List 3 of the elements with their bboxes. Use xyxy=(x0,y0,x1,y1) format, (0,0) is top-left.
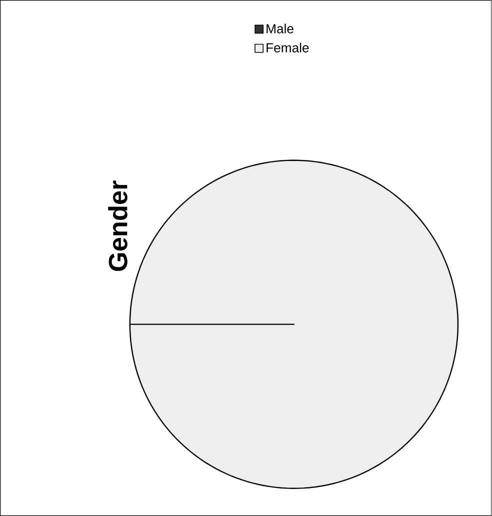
legend-label: Male xyxy=(266,24,294,34)
text: Gender xyxy=(108,180,128,271)
legend-label: Female xyxy=(266,42,309,52)
